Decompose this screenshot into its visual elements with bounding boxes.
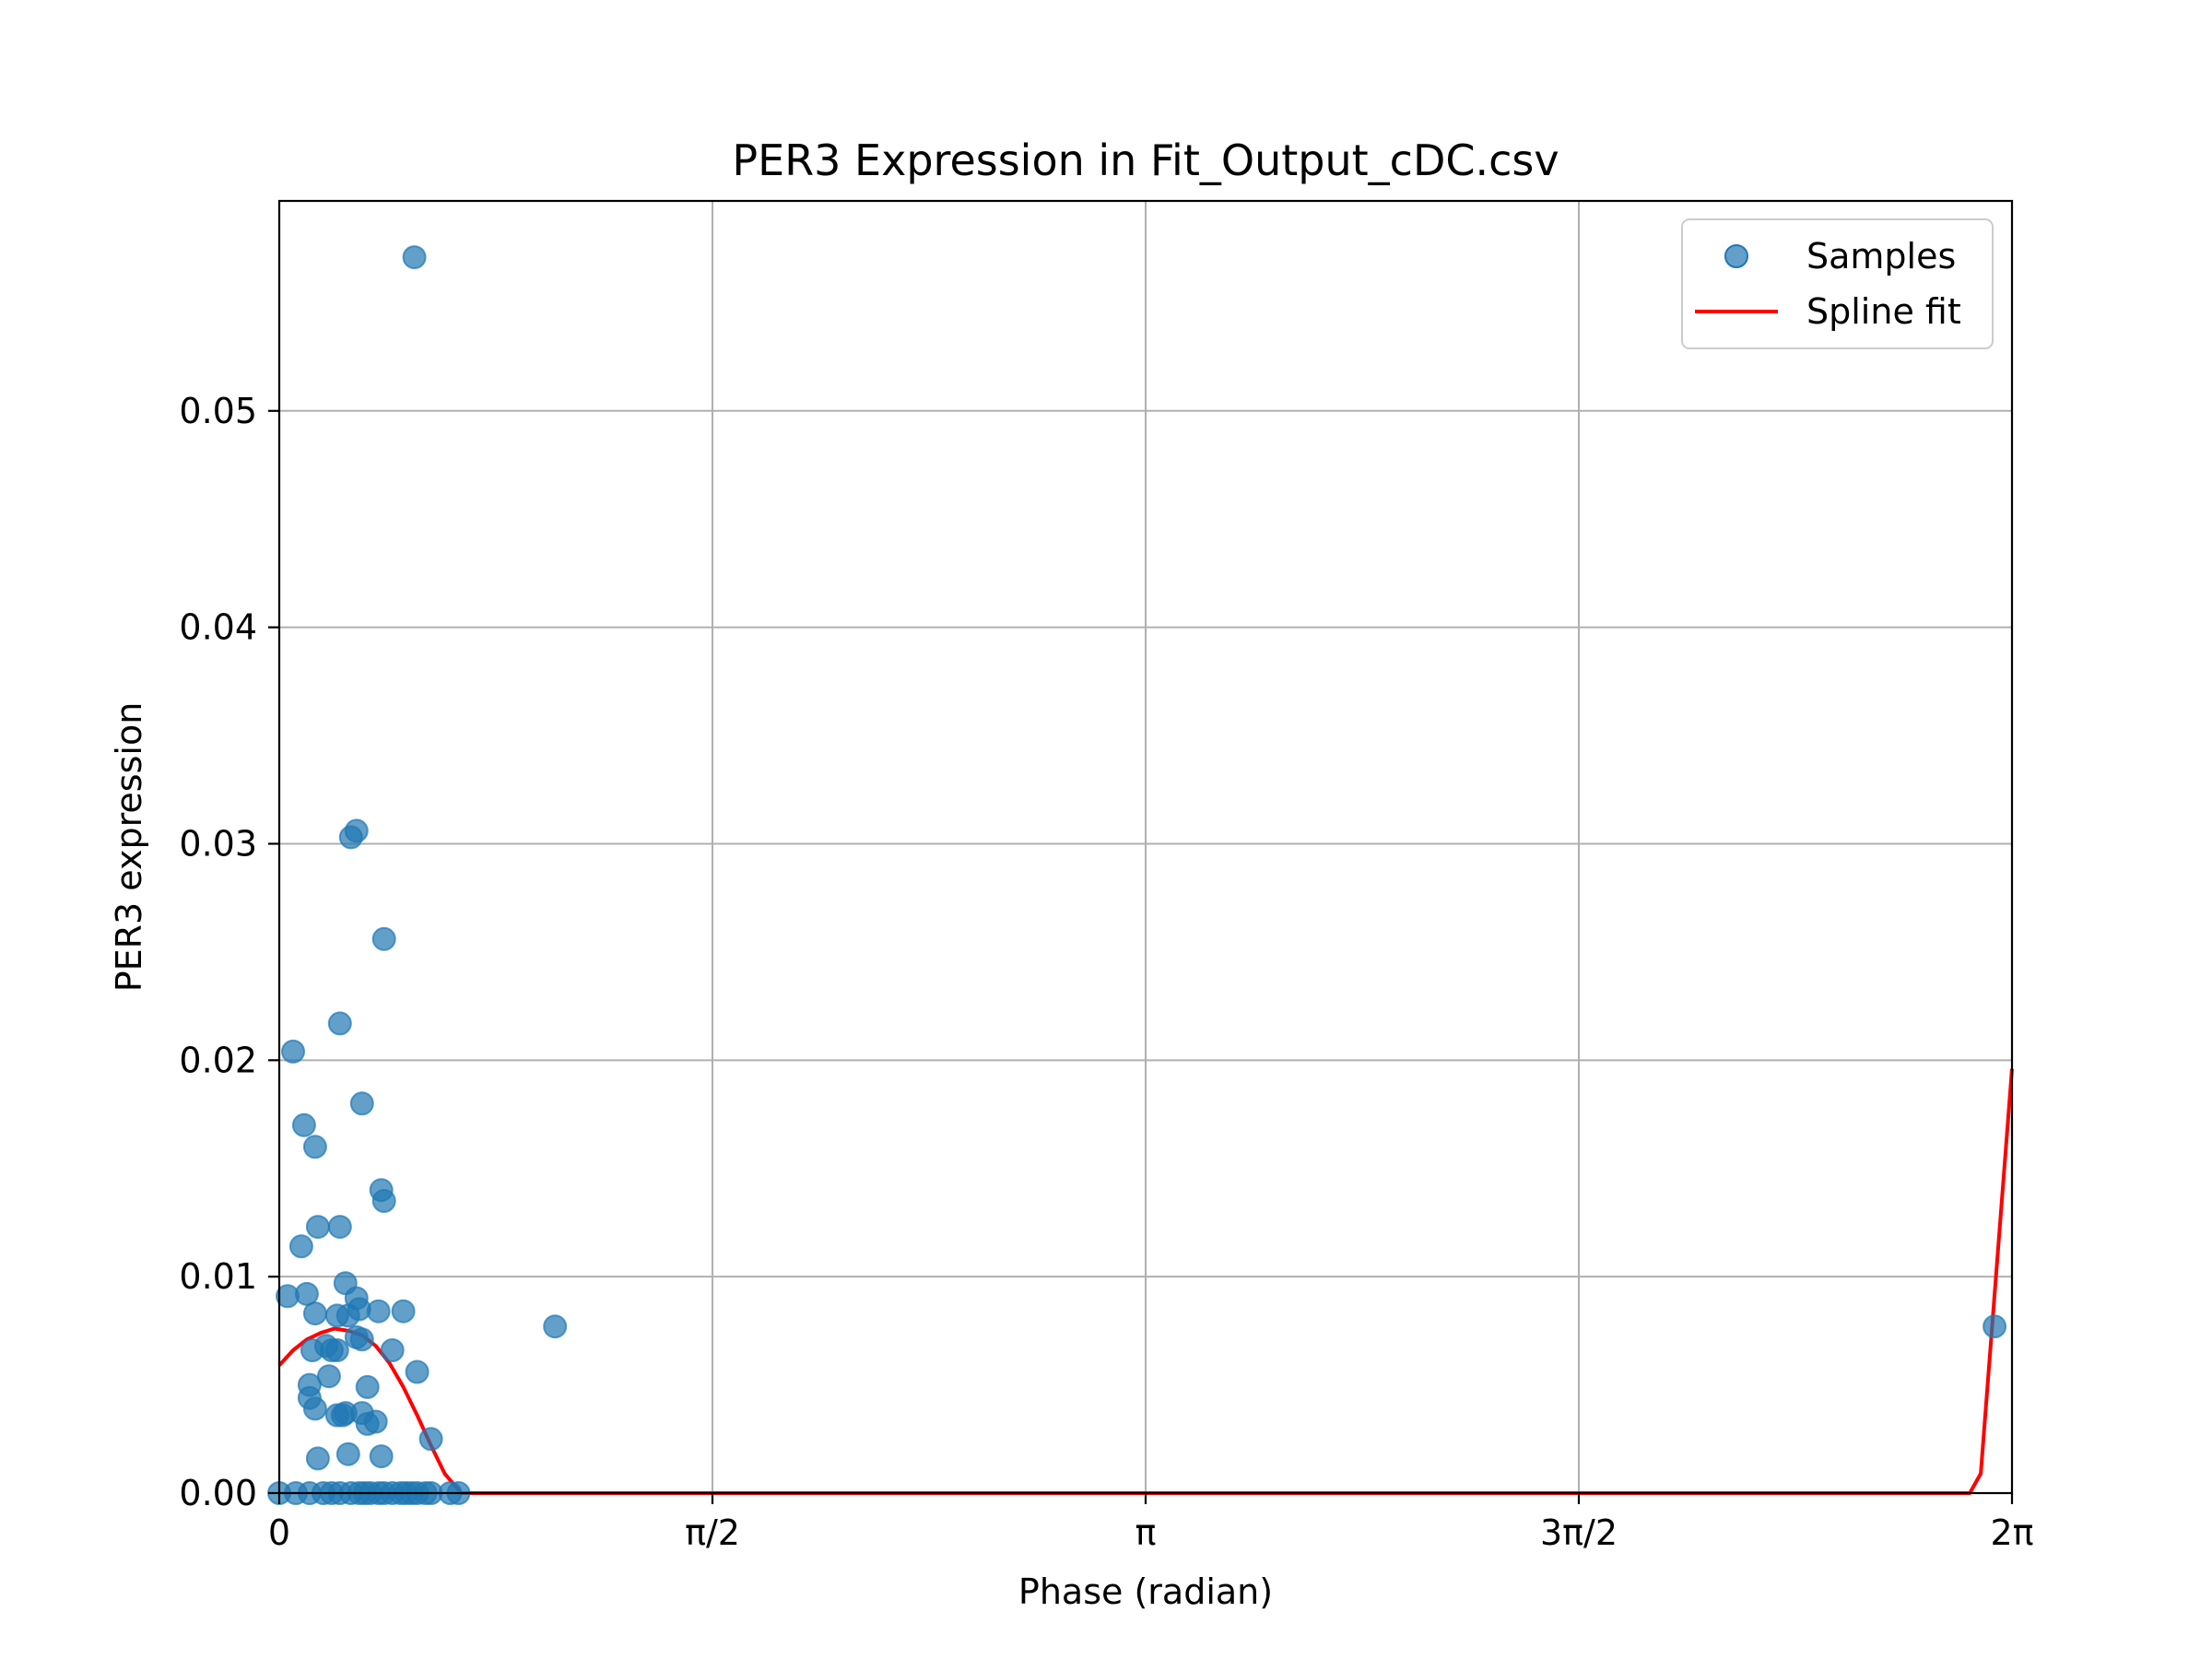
sample-point bbox=[349, 1091, 374, 1116]
sample-point bbox=[302, 1396, 327, 1421]
sample-point bbox=[335, 1441, 360, 1466]
sample-point bbox=[300, 1338, 324, 1362]
sample-point bbox=[281, 1039, 305, 1064]
y-tick-label: 0.00 bbox=[179, 1473, 257, 1513]
sample-point bbox=[324, 1403, 349, 1428]
sample-point bbox=[366, 1299, 391, 1324]
legend-samples-label: Samples bbox=[1806, 236, 1956, 276]
sample-point bbox=[405, 1359, 429, 1384]
legend-box bbox=[1681, 218, 1994, 349]
y-tick-label: 0.03 bbox=[179, 823, 257, 864]
chart-title: PER3 Expression in Fit_Output_cDC.csv bbox=[732, 135, 1559, 185]
x-tick-label: 2π bbox=[1990, 1512, 2033, 1553]
sample-point bbox=[302, 1135, 327, 1159]
sample-point bbox=[338, 825, 363, 850]
sample-point bbox=[391, 1299, 416, 1324]
y-tick-label: 0.04 bbox=[179, 607, 257, 648]
sample-point bbox=[371, 926, 396, 951]
sample-point bbox=[402, 245, 427, 270]
sample-point bbox=[327, 1215, 352, 1240]
sample-point bbox=[344, 1324, 369, 1349]
sample-point bbox=[316, 1364, 341, 1389]
x-axis-label: Phase (radian) bbox=[1018, 1571, 1273, 1612]
sample-point bbox=[355, 1411, 380, 1436]
x-tick-label: π bbox=[1135, 1512, 1157, 1553]
sample-point bbox=[369, 1444, 394, 1469]
x-tick-label: π/2 bbox=[685, 1512, 740, 1553]
sample-point bbox=[543, 1314, 568, 1339]
sample-point bbox=[305, 1446, 330, 1471]
y-tick-label: 0.01 bbox=[179, 1256, 257, 1297]
sample-point bbox=[324, 1338, 349, 1362]
x-tick-label: 3π/2 bbox=[1540, 1512, 1618, 1553]
sample-point bbox=[355, 1374, 380, 1399]
sample-point bbox=[371, 1189, 396, 1213]
x-tick-label: 0 bbox=[268, 1512, 290, 1553]
sample-point bbox=[291, 1112, 316, 1137]
sample-point bbox=[327, 1011, 352, 1036]
y-tick-label: 0.02 bbox=[179, 1040, 257, 1080]
sample-point bbox=[418, 1427, 443, 1452]
legend-spline-label: Spline fit bbox=[1806, 291, 1961, 332]
samples-layer bbox=[267, 245, 2007, 1505]
sample-point bbox=[1983, 1314, 2007, 1339]
sample-point bbox=[305, 1215, 330, 1240]
sample-point bbox=[302, 1301, 327, 1326]
y-axis-label: PER3 expression bbox=[109, 702, 149, 993]
sample-point bbox=[288, 1234, 313, 1259]
sample-point bbox=[380, 1338, 405, 1362]
axis-ticks: 0 π/2 π 3π/2 2π 0.00 0.01 0.02 0.03 0.04 0.05 bbox=[179, 391, 2033, 1553]
legend-samples-marker bbox=[1724, 244, 1748, 268]
y-tick-label: 0.05 bbox=[179, 391, 257, 431]
legend: Samples Spline fit bbox=[1681, 218, 1994, 349]
